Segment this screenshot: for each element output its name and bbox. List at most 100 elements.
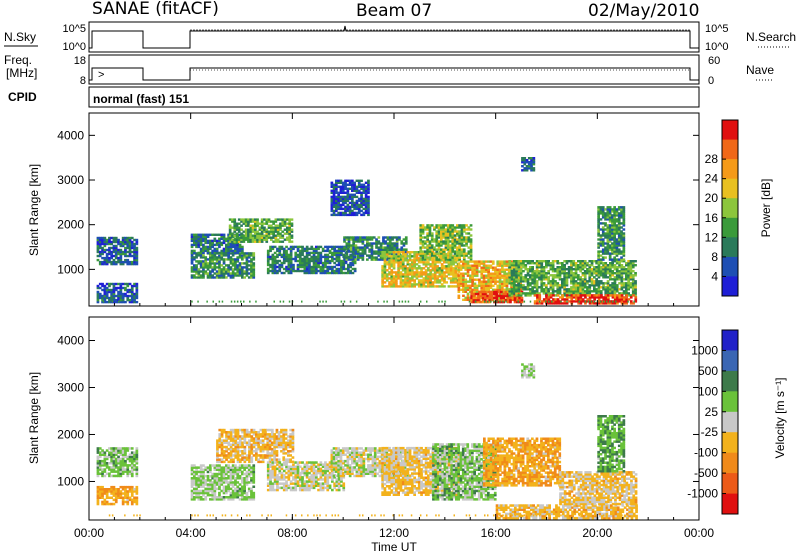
power-cell [110,246,113,250]
power-cell [197,260,201,263]
power-cell [379,256,383,259]
power-cell [609,266,612,269]
power-cell [447,261,451,264]
power-cell [424,269,428,272]
power-cell [251,236,255,239]
power-cell [561,294,564,297]
power-cell [398,238,401,241]
power-cell [583,276,587,279]
power-cell [206,274,210,277]
power-cell [355,207,359,211]
power-cell [344,197,347,201]
power-cell [556,276,560,279]
power-cell [577,294,580,297]
power-cell [608,236,612,239]
power-cell [506,292,510,296]
power-cell [408,257,412,260]
power-cell [613,236,616,239]
power-cell [399,251,403,254]
power-cell [263,218,266,221]
power-cell [235,228,239,231]
power-cell [400,258,404,261]
power-cell [451,240,455,243]
power-cell [440,275,444,278]
power-cell [368,256,371,259]
power-cell [367,179,370,182]
power-cell [124,238,127,242]
power-cell [433,269,437,272]
power-cell [622,206,626,209]
power-cell [364,191,368,194]
power-cell [615,262,619,265]
power-cell [505,278,509,281]
power-cell [331,265,334,269]
power-cell [462,286,465,289]
power-cell [491,262,495,265]
power-cell [627,284,630,287]
power-cell [556,274,560,277]
power-cell [464,272,468,275]
power-cell [494,288,497,291]
power-cell [319,255,323,259]
power-cell [430,248,434,251]
power-cell [618,278,621,281]
power-cell [364,185,368,188]
power-cell [567,274,571,277]
power-cell [351,195,354,199]
power-cell [462,226,466,229]
power-cell [287,247,291,251]
power-cell [560,300,562,303]
power-cell [103,240,107,244]
power-cell [337,193,340,196]
power-cell [457,280,461,283]
power-cell [315,251,318,255]
power-cell [480,280,484,283]
power-cell [267,232,271,235]
power-cell [340,261,343,265]
velocity-cell [101,488,104,491]
velocity-cell [128,488,132,491]
power-cell [549,286,553,289]
power-cell [586,264,589,267]
power-cell [254,218,257,221]
power-cell [247,232,250,235]
power-cell [231,270,235,273]
velocity-cell [126,496,130,499]
power-cell [513,294,517,298]
power-cell [608,218,612,221]
power-cell [606,244,610,247]
power-cell [332,213,336,217]
power-cell [470,296,473,300]
power-cell [462,284,465,287]
power-cell [283,228,287,231]
power-cell [431,269,435,272]
power-cell [345,256,349,259]
power-cell [357,189,361,192]
power-cell [372,236,376,239]
power-cell [465,238,468,241]
power-cell [586,294,590,297]
power-cell [622,212,626,215]
power-cell [611,274,614,277]
power-cell [274,236,278,239]
power-cell [443,277,446,280]
power-cell [377,300,379,303]
power-cell [344,185,347,188]
power-cell [417,271,421,274]
power-cell [454,279,458,282]
power-cell [625,282,628,285]
power-cell [124,260,127,264]
velocity-cell [114,494,118,497]
velocity-cell [105,449,109,452]
power-cell [442,254,445,257]
power-cell [572,288,576,291]
power-cell [243,252,246,255]
power-cell [395,246,399,249]
power-cell [608,244,612,247]
power-cell [281,236,285,239]
power-cell [563,292,566,295]
power-cell [615,290,619,293]
power-cell [282,267,286,271]
power-cell [602,284,605,287]
